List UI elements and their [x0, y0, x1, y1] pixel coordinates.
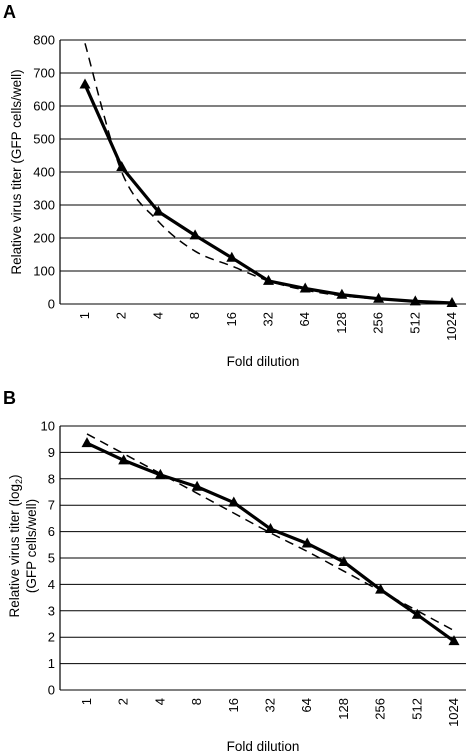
- x-tick-label-b-6: 64: [299, 698, 314, 712]
- x-tick-label-a-7: 128: [334, 312, 349, 334]
- x-tick-label-b-0: 1: [79, 698, 94, 705]
- data-point-b-4: [228, 496, 240, 507]
- x-tick-labels-a: 1 2 4 8 16 32 64 128 256 512 1024: [77, 312, 459, 341]
- x-tick-label-b-5: 32: [263, 698, 278, 712]
- y-tick-label-a-3: 300: [33, 198, 55, 213]
- x-tick-label-a-6: 64: [297, 312, 312, 326]
- data-point-a-7: [336, 288, 348, 299]
- data-point-a-0: [79, 78, 91, 89]
- x-axis-title-b: Fold dilution: [227, 739, 300, 754]
- y-tick-label-a-6: 600: [33, 99, 55, 114]
- chart-panel-b: B 0 1 2 3 4 5 6 7 8 9 10 1 2 4 8 16 32 64 128 256 512 1024 F…: [3, 388, 466, 754]
- data-line-a: [83, 83, 453, 305]
- x-tick-label-a-8: 256: [371, 312, 386, 334]
- panel-label-b: B: [3, 388, 16, 408]
- y-tick-label-b-4: 4: [48, 577, 55, 592]
- y-tick-label-b-1: 1: [48, 656, 55, 671]
- y-tick-label-a-1: 100: [33, 264, 55, 279]
- data-point-a-10: [446, 297, 458, 308]
- data-point-a-4: [226, 251, 238, 262]
- data-point-b-1: [118, 454, 130, 465]
- y-tick-label-b-8: 8: [48, 471, 55, 486]
- data-point-b-8: [375, 583, 387, 594]
- y-tick-label-a-5: 500: [33, 132, 55, 147]
- fit-curve-b: [86, 433, 455, 632]
- x-tick-label-b-1: 2: [116, 698, 131, 705]
- y-axis-title-b-line2: (GFP cells/well): [24, 499, 39, 593]
- y-tick-label-b-9: 9: [48, 445, 55, 460]
- x-axis-title-a: Fold dilution: [227, 354, 300, 369]
- x-tick-label-a-4: 16: [224, 312, 239, 326]
- data-point-b-10: [448, 635, 460, 646]
- data-point-a-8: [373, 292, 385, 303]
- y-tick-labels-b: 0 1 2 3 4 5 6 7 8 9 10: [41, 419, 55, 698]
- x-tick-label-b-3: 8: [189, 698, 204, 705]
- data-line-b: [86, 441, 455, 643]
- panel-label-a: A: [3, 2, 16, 22]
- y-axis-title-b-subscript: 2: [14, 479, 24, 484]
- y-tick-label-a-2: 200: [33, 231, 55, 246]
- x-tick-label-b-2: 4: [152, 698, 167, 705]
- y-axis-title-a: Relative virus titer (GFP cells/well): [9, 69, 24, 274]
- y-tick-label-b-6: 6: [48, 524, 55, 539]
- data-point-a-2: [152, 205, 164, 216]
- x-tick-label-b-9: 512: [409, 698, 424, 720]
- x-tick-label-b-8: 256: [373, 698, 388, 720]
- data-point-a-1: [116, 161, 128, 172]
- data-point-a-5: [263, 274, 274, 285]
- x-tick-label-a-2: 4: [150, 312, 165, 319]
- y-axis-title-b-line1: Relative virus titer (log2): [7, 474, 24, 617]
- data-point-b-6: [301, 537, 313, 548]
- y-tick-label-b-2: 2: [48, 630, 55, 645]
- y-axis-title-b-close: ): [7, 474, 22, 479]
- data-point-b-0: [81, 437, 93, 448]
- y-tick-label-b-5: 5: [48, 551, 55, 566]
- y-tick-label-a-8: 800: [33, 33, 55, 48]
- y-tick-label-a-4: 400: [33, 165, 55, 180]
- data-point-b-3: [191, 480, 203, 491]
- y-axis-title-b-main: Relative virus titer (log: [7, 484, 22, 618]
- data-point-b-7: [338, 555, 350, 566]
- x-tick-labels-b: 1 2 4 8 16 32 64 128 256 512 1024: [79, 698, 461, 727]
- y-tick-label-b-3: 3: [48, 603, 55, 618]
- gridlines-b: [59, 425, 466, 691]
- y-tick-label-a-7: 700: [33, 66, 55, 81]
- x-tick-label-a-10: 1024: [444, 312, 459, 341]
- y-tick-label-a-0: 0: [48, 297, 55, 312]
- x-tick-label-b-7: 128: [336, 698, 351, 720]
- chart-panel-a: A 0 100 200 300 400 500 600 700 800 1 2 4 8 16 32 64 12…: [3, 2, 466, 369]
- series-b: [81, 433, 460, 646]
- x-tick-label-a-1: 2: [114, 312, 129, 319]
- x-tick-label-a-9: 512: [407, 312, 422, 334]
- x-tick-label-a-5: 32: [261, 312, 276, 326]
- x-tick-label-b-10: 1024: [446, 698, 461, 727]
- data-point-a-3: [189, 229, 201, 240]
- y-tick-label-b-0: 0: [48, 683, 55, 698]
- data-point-b-5: [265, 522, 276, 533]
- y-tick-labels-a: 0 100 200 300 400 500 600 700 800: [33, 33, 55, 312]
- gridlines-a: [59, 39, 466, 305]
- series-a: [79, 43, 458, 308]
- x-tick-label-a-0: 1: [77, 312, 92, 319]
- fit-curve-a: [84, 43, 453, 304]
- data-point-a-9: [409, 295, 421, 306]
- x-tick-label-a-3: 8: [187, 312, 202, 319]
- x-tick-label-b-4: 16: [226, 698, 241, 712]
- y-tick-label-b-10: 10: [41, 419, 55, 434]
- y-tick-label-b-7: 7: [48, 498, 55, 513]
- data-point-b-9: [411, 608, 423, 619]
